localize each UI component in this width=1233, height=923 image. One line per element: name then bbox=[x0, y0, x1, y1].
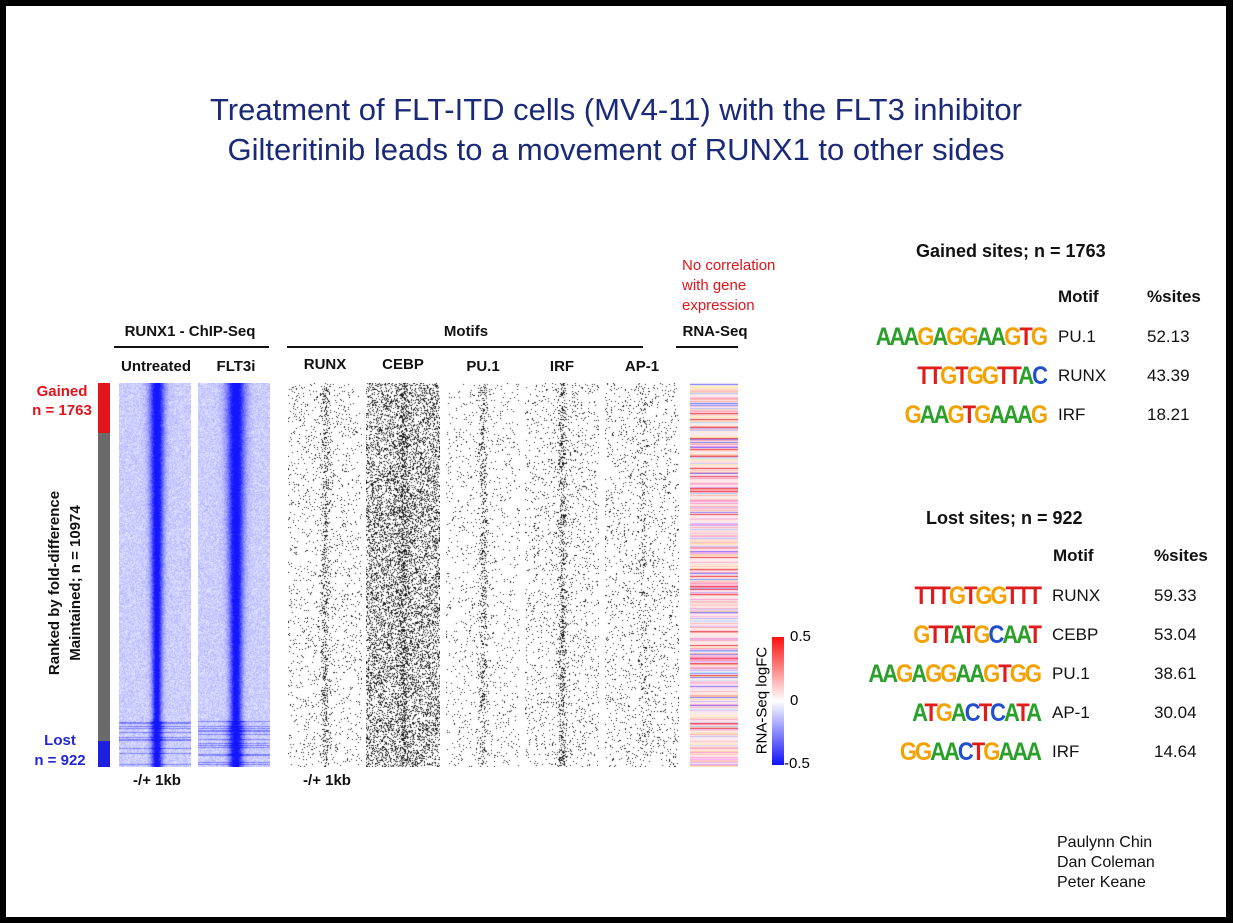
sequence-logo: GTTATGCAAT bbox=[913, 620, 1042, 649]
motif-name: IRF bbox=[1052, 742, 1080, 761]
correlation-note-line1: No correlation bbox=[682, 257, 776, 274]
author-list: Paulynn Chin Dan Coleman Peter Keane bbox=[1057, 833, 1155, 893]
gained-label: Gained n = 1763 bbox=[26, 382, 98, 420]
motif-density-ap1 bbox=[605, 383, 679, 767]
percent-sites-value: 30.04 bbox=[1154, 703, 1197, 722]
motif-name: PU.1 bbox=[1058, 327, 1096, 346]
percent-sites-value: 59.33 bbox=[1154, 586, 1197, 605]
lost-label-line2: n = 922 bbox=[34, 752, 86, 769]
gained-label-line2: n = 1763 bbox=[32, 402, 92, 419]
maintained-label-line2: Maintained; n = 10974 bbox=[67, 505, 84, 661]
slide-title-line2: Gilteritinib leads to a movement of RUNX… bbox=[227, 132, 1005, 167]
column-label-untreated: Untreated bbox=[120, 358, 191, 375]
column-label-runx: RUNX bbox=[303, 356, 347, 373]
logfc-colorbar bbox=[772, 637, 784, 765]
column-label-cebp: CEBP bbox=[382, 356, 424, 373]
column-label-ap1: AP-1 bbox=[624, 358, 660, 375]
lost-group-bar bbox=[98, 741, 110, 767]
motif-name: CEBP bbox=[1052, 625, 1099, 644]
sequence-logo: GAAGTGAAAG bbox=[904, 400, 1048, 429]
sequence-logo: ATGACTCATA bbox=[912, 698, 1042, 727]
correlation-note-line2: with gene bbox=[682, 277, 747, 294]
maintained-label-line1: Ranked by fold-difference bbox=[46, 490, 63, 676]
motif-name: RUNX bbox=[1058, 366, 1107, 385]
percent-sites-value: 52.13 bbox=[1147, 327, 1190, 346]
colorbar-max-label: 0.5 bbox=[790, 628, 811, 645]
range-label-chip: -/+ 1kb bbox=[133, 772, 181, 789]
column-label-irf: IRF bbox=[549, 358, 575, 375]
sequence-logo: TTGTGGTTAC bbox=[917, 361, 1048, 390]
slide-title-line1: Treatment of FLT-ITD cells (MV4-11) with… bbox=[210, 92, 1022, 127]
percent-sites-value: 53.04 bbox=[1154, 625, 1197, 644]
correlation-note-line3: expression bbox=[682, 297, 755, 314]
lost-col-motif: Motif bbox=[1053, 546, 1094, 565]
gained-col-sites: %sites bbox=[1147, 287, 1201, 306]
author-1: Paulynn Chin bbox=[1057, 834, 1153, 851]
heatmap-flt3i bbox=[198, 383, 270, 767]
lost-label: Lost n = 922 bbox=[24, 731, 96, 771]
colorbar-mid-label: 0 bbox=[790, 692, 799, 709]
motif-name: RUNX bbox=[1052, 586, 1101, 605]
chipseq-header-rule bbox=[114, 346, 269, 348]
motif-name: AP-1 bbox=[1052, 703, 1090, 722]
gained-sites-header: Gained sites; n = 1763 bbox=[916, 241, 1106, 261]
rnaseq-header-rule bbox=[676, 346, 738, 348]
heatmap-untreated bbox=[119, 383, 191, 767]
slide: Treatment of FLT-ITD cells (MV4-11) with… bbox=[6, 6, 1226, 917]
percent-sites-value: 14.64 bbox=[1154, 742, 1197, 761]
motifs-header: Motifs bbox=[443, 323, 489, 340]
motif-name: PU.1 bbox=[1052, 664, 1090, 683]
gained-label-line1: Gained bbox=[36, 383, 88, 400]
lost-col-sites: %sites bbox=[1154, 546, 1208, 565]
sequence-logo: TTTGTGGTTT bbox=[914, 581, 1042, 610]
correlation-note: No correlation with gene expression bbox=[682, 256, 775, 316]
maintained-group-bar bbox=[98, 433, 110, 741]
sequence-logo: AAAGAGGAAGTG bbox=[875, 322, 1048, 351]
motif-density-pu1 bbox=[446, 383, 520, 767]
percent-sites-value: 38.61 bbox=[1154, 664, 1197, 683]
chipseq-header: RUNX1 - ChIP-Seq bbox=[124, 323, 256, 340]
lost-label-line1: Lost bbox=[44, 732, 76, 749]
colorbar-min-label: -0.5 bbox=[784, 755, 810, 772]
percent-sites-value: 43.39 bbox=[1147, 366, 1190, 385]
author-2: Dan Coleman bbox=[1057, 854, 1155, 871]
colorbar-title: RNA-Seq logFC bbox=[753, 646, 771, 755]
column-label-pu1: PU.1 bbox=[466, 358, 500, 375]
motif-density-cebp bbox=[366, 383, 440, 767]
gained-col-motif: Motif bbox=[1058, 287, 1099, 306]
motif-density-irf bbox=[525, 383, 599, 767]
motif-density-runx bbox=[288, 383, 362, 767]
percent-sites-value: 18.21 bbox=[1147, 405, 1190, 424]
rnaseq-header: RNA-Seq bbox=[682, 323, 748, 340]
rnaseq-logfc-stripe bbox=[690, 383, 738, 767]
motifs-header-rule bbox=[287, 346, 643, 348]
column-label-flt3i: FLT3i bbox=[216, 358, 256, 375]
sequence-logo: GGAACTGAAA bbox=[899, 737, 1042, 766]
maintained-label: Ranked by fold-difference Maintained; n … bbox=[44, 463, 88, 703]
range-label-motif: -/+ 1kb bbox=[303, 772, 351, 789]
gained-group-bar bbox=[98, 383, 110, 433]
author-3: Peter Keane bbox=[1057, 874, 1146, 891]
sequence-logo: AAGAGGAAGTGG bbox=[868, 659, 1042, 688]
motif-name: IRF bbox=[1058, 405, 1086, 424]
lost-sites-header: Lost sites; n = 922 bbox=[926, 508, 1083, 528]
